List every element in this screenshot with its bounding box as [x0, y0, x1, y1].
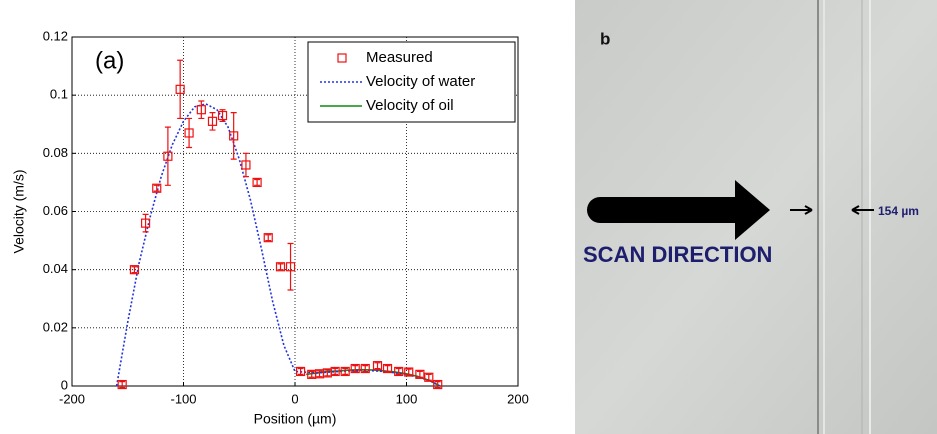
data-point	[184, 128, 194, 138]
data-point	[415, 369, 425, 379]
error-bar	[332, 367, 339, 375]
data-point	[382, 363, 393, 374]
data-point	[129, 265, 140, 275]
data-point	[163, 151, 173, 161]
data-point	[117, 379, 127, 390]
y-tick-label: 0.08	[43, 145, 68, 160]
data-point	[433, 379, 443, 390]
data-point	[263, 233, 273, 243]
y-tick-label: 0.1	[50, 87, 68, 102]
x-tick-label: 100	[396, 391, 418, 406]
y-tick-label: 0.02	[43, 319, 68, 334]
data-point	[424, 372, 434, 382]
data-point	[175, 84, 185, 94]
plot-frame	[71, 36, 519, 387]
y-tick-label: 0.06	[43, 203, 68, 218]
error-bar	[434, 381, 441, 389]
error-bar	[153, 184, 160, 192]
data-point	[275, 262, 286, 272]
error-bar	[416, 370, 423, 378]
error-bar	[242, 152, 249, 178]
error-bar	[425, 373, 432, 381]
error-bar	[131, 266, 138, 274]
data-point	[140, 218, 151, 228]
error-bar	[405, 368, 412, 376]
scan-arrow	[587, 180, 770, 240]
panel-label: b	[600, 29, 610, 48]
error-bar	[308, 370, 315, 378]
data-point	[217, 110, 228, 121]
legend-label: Measured	[366, 49, 433, 66]
legend-marker	[337, 53, 347, 63]
caption: SCAN DIRECTION	[583, 242, 772, 267]
data-point	[404, 367, 414, 377]
x-tick-label: 0	[291, 391, 298, 406]
y-axis-label: Velocity (m/s)	[11, 169, 27, 253]
error-bar	[142, 213, 149, 233]
data-point	[372, 361, 383, 371]
legend-label: Velocity of water	[366, 73, 475, 90]
error-bar	[119, 381, 126, 389]
error-bar	[352, 365, 359, 373]
data-point	[394, 366, 404, 377]
data-point	[350, 363, 360, 374]
error-bar	[324, 369, 331, 377]
error-bar	[177, 59, 184, 120]
data-point	[295, 366, 306, 377]
x-axis-label: Position (µm)	[254, 411, 337, 427]
error-bar	[164, 126, 171, 186]
data-point	[330, 366, 340, 377]
x-tick-label: 200	[507, 391, 529, 406]
error-bar	[297, 367, 304, 375]
error-bar	[395, 367, 402, 375]
error-bar	[362, 365, 369, 373]
y-tick-label: 0.12	[43, 28, 68, 43]
data-point	[340, 366, 350, 377]
error-bar	[230, 112, 237, 160]
error-bar	[384, 365, 391, 373]
error-bar	[254, 178, 261, 186]
data-point	[152, 183, 162, 193]
error-bar	[287, 242, 294, 291]
data-point	[285, 262, 296, 272]
x-tick-label: -200	[59, 391, 85, 406]
data-point	[196, 105, 206, 115]
error-bar	[342, 367, 349, 375]
photo-panel: b SCAN DIRECTION 154 µm	[575, 0, 937, 434]
y-tick-label: 0	[61, 377, 68, 392]
error-bar	[277, 263, 284, 271]
error-bar	[186, 117, 193, 149]
error-bar	[265, 234, 272, 242]
annotation: (a)	[95, 47, 124, 74]
width-label: 154 µm	[878, 204, 919, 218]
error-bar	[316, 370, 323, 378]
data-point	[207, 116, 218, 126]
error-bar	[209, 112, 216, 131]
data-point	[241, 160, 251, 170]
data-point	[229, 131, 239, 141]
chart: -200 -100 0 100 200 0 0.02 0.04 0.06 0.08 0.1 0.12 P…	[11, 28, 529, 426]
y-tick-label: 0.04	[43, 261, 68, 276]
data-point	[360, 363, 370, 374]
legend-box	[307, 41, 516, 123]
data-point	[252, 177, 262, 188]
width-arrow	[851, 205, 874, 215]
legend-label: Velocity of oil	[366, 97, 454, 114]
x-tick-label: -100	[170, 391, 196, 406]
error-bar	[374, 362, 381, 370]
error-bar	[198, 100, 205, 120]
width-arrow	[790, 205, 813, 215]
